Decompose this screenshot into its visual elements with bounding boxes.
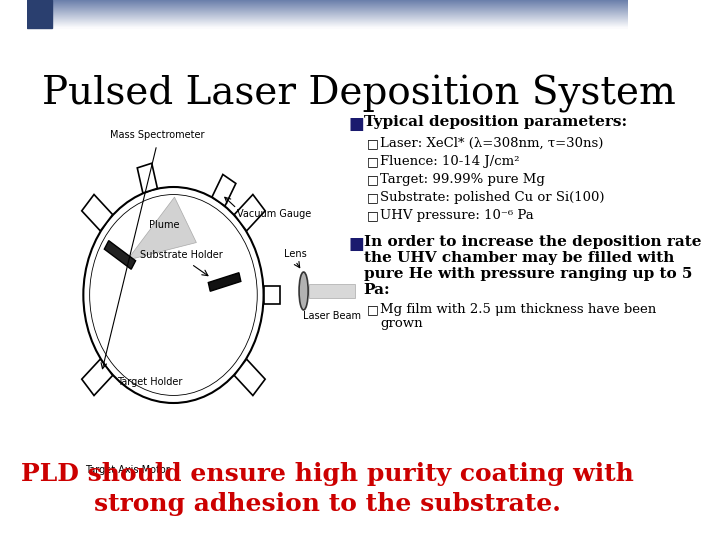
Text: Mg film with 2.5 μm thickness have been: Mg film with 2.5 μm thickness have been <box>380 303 657 316</box>
Bar <box>27 11 628 12</box>
Text: Target Holder: Target Holder <box>117 377 183 387</box>
Bar <box>27 15 628 16</box>
Text: Fluence: 10-14 J/cm²: Fluence: 10-14 J/cm² <box>380 155 520 168</box>
Polygon shape <box>138 163 158 193</box>
Text: Target Axis Motor: Target Axis Motor <box>85 465 170 475</box>
Bar <box>27 2 628 3</box>
Bar <box>27 14 628 15</box>
Bar <box>27 4 628 5</box>
Bar <box>208 273 241 291</box>
Bar <box>27 0 628 1</box>
Text: pure He with pressure ranging up to 5: pure He with pressure ranging up to 5 <box>364 267 692 281</box>
Polygon shape <box>264 286 280 304</box>
Text: Target: 99.99% pure Mg: Target: 99.99% pure Mg <box>380 173 545 186</box>
Polygon shape <box>234 194 265 231</box>
Text: Substrate: polished Cu or Si(100): Substrate: polished Cu or Si(100) <box>380 191 605 204</box>
Text: Lens: Lens <box>284 249 307 259</box>
Text: □: □ <box>367 173 379 186</box>
Bar <box>27 24 628 25</box>
Bar <box>27 0 53 28</box>
Text: In order to increase the deposition rate: In order to increase the deposition rate <box>364 235 701 249</box>
Bar <box>27 19 628 20</box>
Text: UHV pressure: 10⁻⁶ Pa: UHV pressure: 10⁻⁶ Pa <box>380 209 534 222</box>
Text: □: □ <box>367 209 379 222</box>
Text: the UHV chamber may be filled with: the UHV chamber may be filled with <box>364 251 674 265</box>
Text: □: □ <box>367 137 379 150</box>
Text: □: □ <box>367 191 379 204</box>
Bar <box>309 284 354 298</box>
Text: Pa:: Pa: <box>364 283 390 297</box>
Bar <box>27 16 628 17</box>
Bar <box>27 12 628 13</box>
Text: Vacuum Gauge: Vacuum Gauge <box>237 208 311 219</box>
Text: PLD should ensure high purity coating with: PLD should ensure high purity coating wi… <box>22 462 634 486</box>
Bar <box>27 21 628 22</box>
Polygon shape <box>127 197 197 260</box>
Bar <box>27 1 628 2</box>
Polygon shape <box>82 194 112 231</box>
Bar <box>27 13 628 14</box>
Bar <box>27 23 628 24</box>
Bar <box>27 26 628 27</box>
Text: strong adhesion to the substrate.: strong adhesion to the substrate. <box>94 492 562 516</box>
Text: Substrate Holder: Substrate Holder <box>140 250 222 260</box>
Polygon shape <box>82 359 112 395</box>
Bar <box>27 7 628 8</box>
Text: grown: grown <box>380 317 423 330</box>
Bar <box>27 9 628 10</box>
Bar <box>27 20 628 21</box>
Bar <box>27 6 628 7</box>
Bar <box>27 22 628 23</box>
Text: Pulsed Laser Deposition System: Pulsed Laser Deposition System <box>42 75 676 113</box>
Text: □: □ <box>367 155 379 168</box>
Bar <box>27 17 628 18</box>
Text: Laser Beam: Laser Beam <box>303 311 361 321</box>
Bar <box>27 25 628 26</box>
Ellipse shape <box>299 272 308 310</box>
Text: ■: ■ <box>348 115 364 133</box>
Text: Plume: Plume <box>149 220 180 230</box>
Bar <box>27 10 628 11</box>
Bar <box>27 18 628 19</box>
Text: Mass Spectrometer: Mass Spectrometer <box>109 130 204 140</box>
Bar <box>104 241 135 269</box>
Bar <box>27 27 628 28</box>
Bar <box>27 5 628 6</box>
Polygon shape <box>212 174 236 206</box>
Text: □: □ <box>367 303 379 316</box>
Polygon shape <box>234 359 265 395</box>
Text: Typical deposition parameters:: Typical deposition parameters: <box>364 115 627 129</box>
Bar <box>27 8 628 9</box>
Bar <box>27 3 628 4</box>
Text: ■: ■ <box>348 235 364 253</box>
Text: Laser: XeCl* (λ=308nm, τ=30ns): Laser: XeCl* (λ=308nm, τ=30ns) <box>380 137 604 150</box>
